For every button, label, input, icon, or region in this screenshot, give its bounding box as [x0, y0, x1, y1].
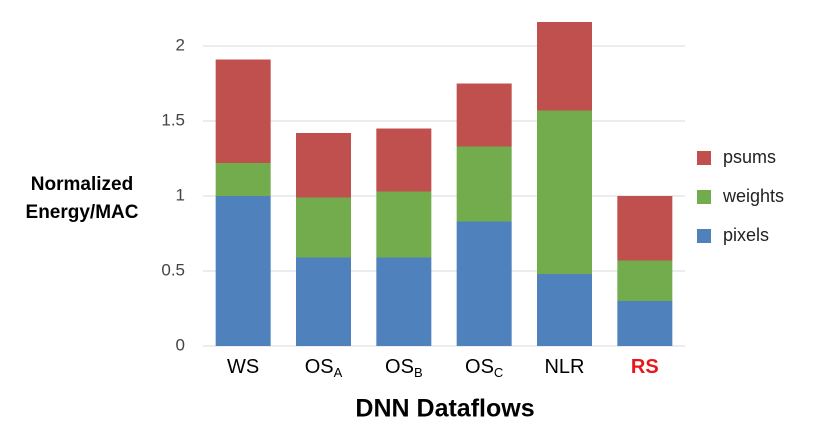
bar-segment	[296, 133, 351, 198]
category-subscript: C	[494, 365, 503, 380]
category-name: OS	[465, 356, 494, 378]
y-axis-title: Energy/MAC	[26, 202, 139, 223]
y-tick-label: 0	[176, 335, 185, 354]
category-name: WS	[227, 356, 259, 378]
bar-segment	[376, 257, 432, 346]
bar-segment	[215, 59, 271, 163]
y-axis-title: Normalized	[31, 174, 133, 195]
bar-segment	[617, 196, 673, 261]
x-tick-label: OSC	[465, 356, 503, 380]
bar-segment	[296, 197, 351, 258]
x-tick-label: RS	[631, 356, 659, 378]
bar-segment	[296, 257, 351, 346]
legend-label: pixels	[723, 225, 769, 245]
x-axis-title: DNN Dataflows	[355, 395, 534, 423]
bar-segment	[617, 260, 673, 301]
category-subscript: B	[414, 365, 423, 380]
legend-swatch	[697, 151, 711, 165]
category-subscript: A	[334, 365, 343, 380]
category-name: NLR	[544, 356, 584, 378]
bar-segment	[617, 301, 673, 346]
bar-segment	[456, 146, 512, 222]
legend-label: weights	[722, 186, 784, 206]
bar-segment	[215, 163, 271, 196]
bar-segment	[456, 83, 512, 147]
x-tick-label: NLR	[544, 356, 584, 378]
y-tick-label: 0.5	[161, 260, 185, 279]
bar-segment	[376, 191, 432, 258]
legend-swatch	[697, 229, 711, 243]
legend-swatch	[697, 190, 711, 204]
x-tick-label: OSA	[305, 356, 343, 380]
bar-segment	[537, 110, 592, 274]
bar-segment	[376, 128, 432, 192]
category-name: RS	[631, 356, 659, 378]
category-name: OS	[385, 356, 414, 378]
bar-segment	[537, 22, 592, 111]
x-tick-label: OSB	[385, 356, 423, 380]
x-tick-label: WS	[227, 356, 259, 378]
bar-segment	[537, 274, 592, 346]
bar-segment	[456, 221, 512, 346]
y-tick-label: 1.5	[161, 110, 185, 129]
bar-segment	[215, 196, 271, 346]
y-tick-label: 2	[176, 35, 185, 54]
category-name: OS	[305, 356, 334, 378]
legend-label: psums	[723, 147, 776, 167]
y-tick-label: 1	[176, 185, 185, 204]
